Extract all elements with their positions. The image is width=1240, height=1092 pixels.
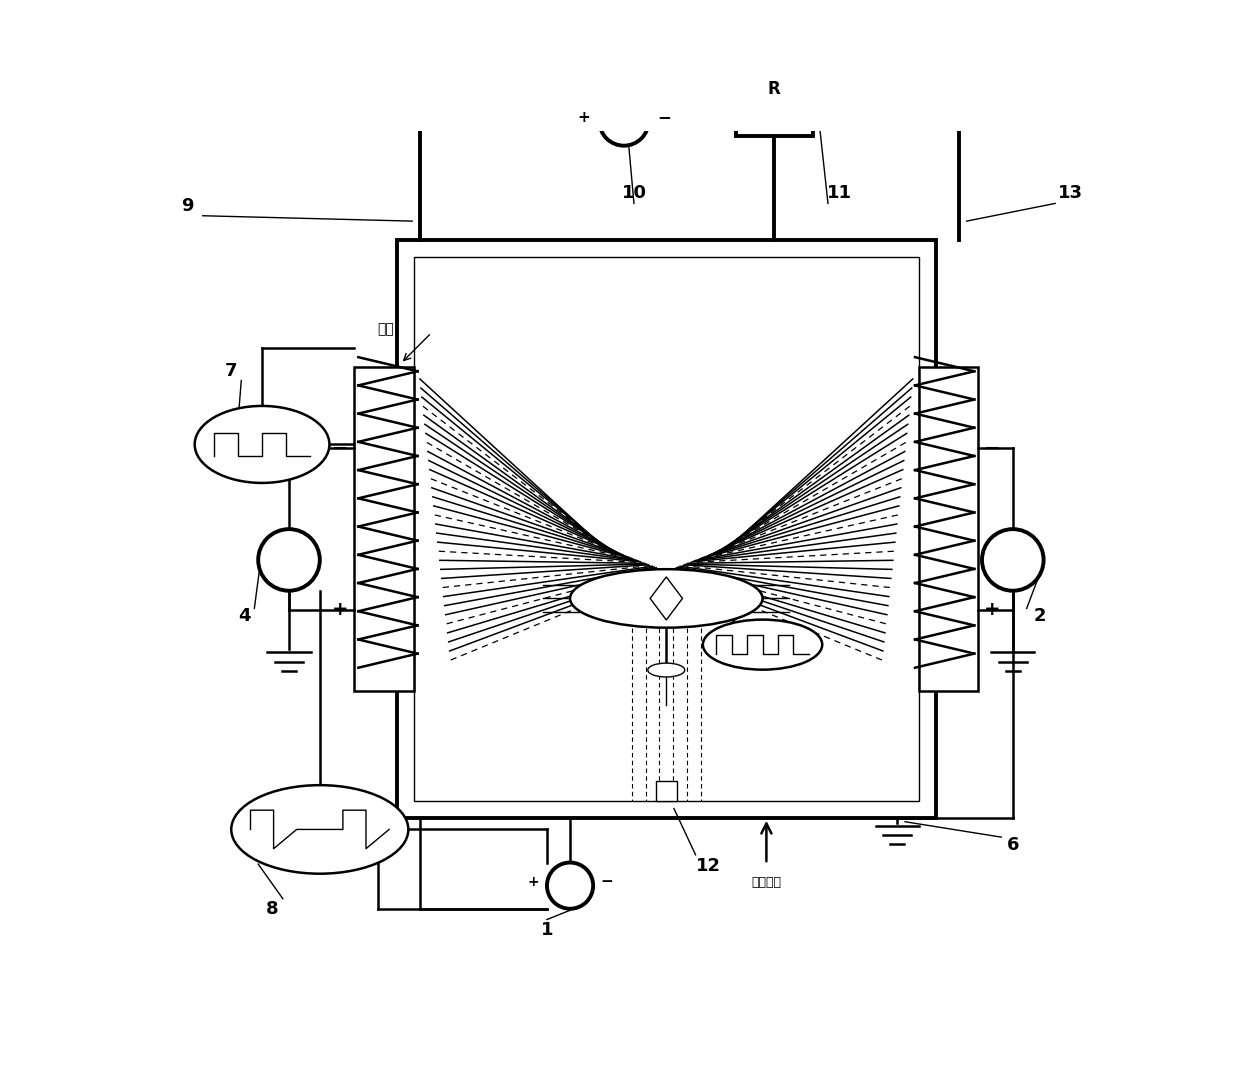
Text: 9: 9 (181, 197, 193, 215)
Bar (414, 258, 919, 800)
Text: 12: 12 (696, 856, 722, 875)
Ellipse shape (703, 619, 822, 669)
Text: 反应气体: 反应气体 (751, 876, 781, 889)
Bar (355, 367, 414, 691)
Bar (919, 367, 978, 691)
Text: +: + (527, 875, 539, 889)
Text: 水冷: 水冷 (377, 322, 393, 336)
Ellipse shape (647, 663, 684, 677)
Bar (397, 240, 936, 818)
Ellipse shape (570, 569, 763, 628)
Text: 2: 2 (1033, 607, 1047, 625)
Bar (656, 781, 677, 800)
Circle shape (982, 530, 1044, 591)
Polygon shape (650, 577, 682, 620)
Text: 10: 10 (621, 183, 646, 202)
Text: 11: 11 (827, 183, 852, 202)
Text: 8: 8 (265, 900, 278, 917)
Text: 4: 4 (238, 607, 250, 625)
Text: 1: 1 (541, 921, 553, 938)
Circle shape (547, 863, 593, 909)
Text: −: − (332, 439, 348, 458)
Text: −: − (657, 108, 671, 127)
Text: 6: 6 (1007, 835, 1019, 854)
Ellipse shape (231, 785, 408, 874)
Text: 7: 7 (224, 363, 238, 380)
Circle shape (258, 530, 320, 591)
Text: 13: 13 (1058, 183, 1083, 202)
Text: −: − (983, 439, 1001, 458)
Text: −: − (600, 875, 614, 889)
Text: R: R (768, 80, 780, 97)
Ellipse shape (195, 406, 330, 483)
Text: +: + (578, 109, 590, 124)
Bar (735, 106, 812, 136)
Circle shape (599, 96, 649, 145)
Text: +: + (983, 601, 1001, 619)
Text: +: + (332, 601, 348, 619)
